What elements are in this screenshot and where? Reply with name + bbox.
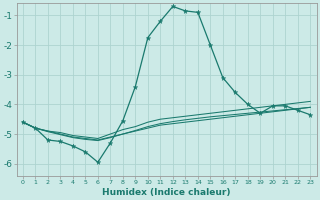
X-axis label: Humidex (Indice chaleur): Humidex (Indice chaleur) xyxy=(102,188,231,197)
